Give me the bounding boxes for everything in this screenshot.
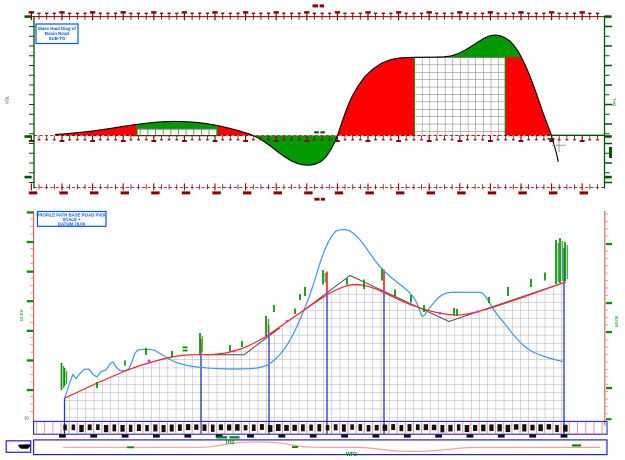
svg-text:Basin Road: Basin Road: [45, 31, 69, 36]
svg-text:Mass Haul Diag of: Mass Haul Diag of: [38, 26, 76, 31]
svg-text:VOL: VOL: [5, 95, 10, 104]
svg-text:60.00: 60.00: [614, 315, 619, 327]
svg-text:SUB-TO: SUB-TO: [49, 36, 66, 41]
svg-text:BAL: BAL: [612, 97, 617, 106]
svg-text:DATUM 78.00: DATUM 78.00: [58, 222, 86, 227]
svg-text:PROFILE PATH BASE ROAD PV(0): PROFILE PATH BASE ROAD PV(0): [36, 213, 107, 218]
svg-text:30: 30: [24, 416, 30, 421]
svg-text:ELEV: ELEV: [19, 309, 24, 321]
svg-text:SCALE +: SCALE +: [62, 217, 81, 222]
svg-text:TH2: TH2: [225, 440, 235, 446]
svg-text:WP2: WP2: [346, 452, 357, 458]
